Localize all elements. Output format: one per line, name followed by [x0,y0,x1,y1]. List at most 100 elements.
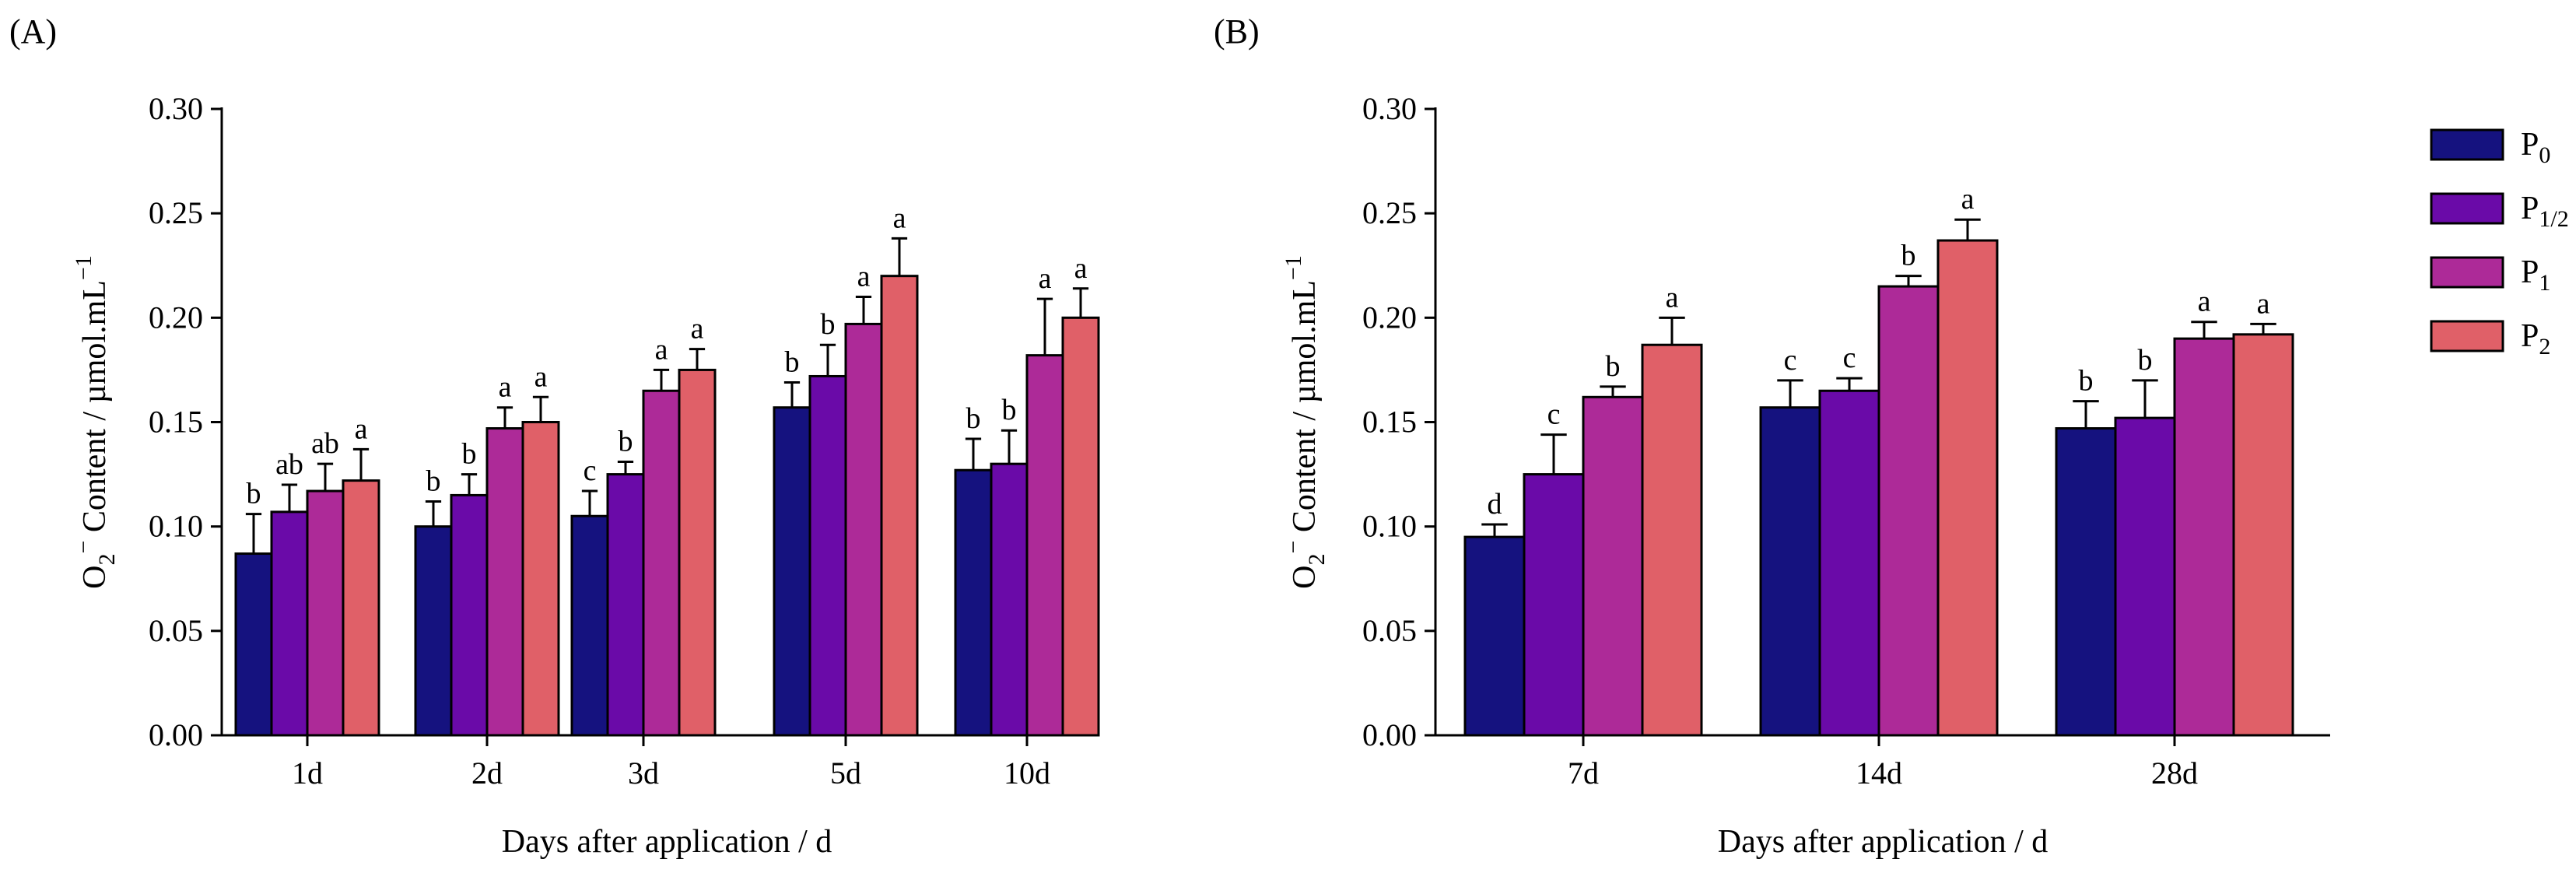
significance-letter: a [534,360,548,393]
bar-P1-2 [990,462,1029,737]
bar-P1 [485,427,524,737]
bar-P1-2 [1818,389,1880,737]
bar-P1 [1877,285,1940,737]
y-tick-label: 0.05 [149,613,203,648]
legend-swatch-P1 [2430,256,2504,289]
significance-letter: c [1784,344,1797,377]
chart-panel-b: (B) 0.00 0.05 0.10 0.15 0.20 0.25 0.30 O2− Conte… [1214,12,2330,860]
significance-letter: a [1666,281,1679,314]
significance-letter: ab [311,427,339,460]
bar-P0 [234,552,273,737]
significance-letter: b [619,425,633,458]
significance-letter: a [2257,287,2270,320]
bar-P2 [1936,239,1999,737]
bar-P0 [773,406,811,737]
bar-P2 [521,421,560,737]
legend-label: P1/2 [2521,191,2569,232]
x-tick-label: 28d [2151,756,2198,791]
y-tick-label: 0.25 [149,195,203,230]
bar-P0 [414,525,453,737]
significance-letter: a [655,333,668,366]
panel-label: (B) [1214,12,1260,51]
x-tick-label: 1d [292,756,323,791]
y-tick-label: 0.15 [1362,405,1417,440]
significance-letter: a [499,371,512,404]
bar-P2 [678,368,717,737]
x-tick-label: 10d [1004,756,1050,791]
y-axis-label: O2− Content / µmol.mL−1 [71,255,120,589]
bar-P1-2 [808,374,847,737]
bar-P1 [2173,337,2235,737]
y-tick-label: 0.20 [1362,300,1417,335]
bar-P0 [954,468,993,737]
bar-P2 [1061,316,1100,737]
bar-P2 [2232,333,2294,737]
x-tick-label: 3d [628,756,659,791]
bar-P0 [1463,535,1526,737]
legend-swatch-P2 [2430,320,2504,352]
legend-label: P1 [2521,254,2550,296]
significance-letter: b [966,402,981,435]
significance-letter: b [1606,350,1621,383]
legend-swatch-P0 [2430,128,2504,161]
x-tick-label: 5d [830,756,861,791]
bar-P1-2 [2114,416,2176,737]
significance-letter: a [1039,262,1052,295]
significance-letter: b [821,308,836,341]
x-tick-label: 7d [1568,756,1599,791]
significance-letter: ab [275,448,303,481]
bar-P2 [342,479,380,737]
chart-panel-a: (A) 0.00 0.05 0.10 0.15 0.20 0.25 0.30 O2− Conte… [9,12,1100,860]
significance-letter: b [247,478,261,510]
legend: P0 P1/2 P1 P2 [2430,127,2569,359]
significance-letter: b [1901,240,1916,272]
significance-letter: b [2138,344,2153,377]
significance-letter: a [857,261,871,293]
panel-label: (A) [9,12,57,51]
significance-letter: d [1488,488,1502,521]
significance-letter: b [1002,394,1017,426]
x-axis-label: Days after application / d [1718,824,2049,860]
bar-P0 [1759,406,1821,737]
significance-letter: b [426,465,441,497]
legend-swatch-P1-2 [2430,192,2504,225]
significance-letter: c [1843,342,1856,374]
bar-P1 [844,322,883,737]
bar-P1-2 [270,510,309,737]
bar-P1-2 [450,493,489,737]
significance-letter: a [1074,252,1088,285]
significance-letter: a [691,313,704,345]
y-tick-label: 0.00 [149,717,203,752]
significance-letter: a [1961,183,1975,216]
y-tick-label: 0.30 [149,91,203,126]
significance-letter: b [2079,365,2094,398]
y-tick-label: 0.20 [149,300,203,335]
bar-P1 [642,389,681,737]
significance-letter: c [1547,398,1561,431]
y-tick-label: 0.15 [149,405,203,440]
y-tick-label: 0.05 [1362,613,1417,648]
bar-P2 [880,275,919,737]
bar-P1-2 [606,473,645,737]
y-tick-label: 0.10 [1362,509,1417,544]
x-axis-label: Days after application / d [502,824,832,860]
y-tick-label: 0.00 [1362,717,1417,752]
significance-letter: a [893,202,906,234]
significance-letter: b [785,346,800,379]
y-tick-label: 0.10 [149,509,203,544]
bar-P0 [570,514,609,737]
significance-letter: c [584,454,597,487]
bar-P1-2 [1523,473,1585,737]
legend-label: P2 [2521,318,2550,359]
bar-P1 [1582,395,1644,737]
y-tick-label: 0.30 [1362,91,1417,126]
x-tick-label: 2d [471,756,503,791]
bar-P1 [1025,354,1064,737]
bar-P2 [1641,343,1703,737]
significance-letter: b [462,438,477,471]
legend-label: P0 [2521,127,2550,168]
significance-letter: a [355,412,368,445]
y-axis-label: O2− Content / µmol.mL−1 [1281,255,1330,589]
bar-P1 [306,489,345,737]
